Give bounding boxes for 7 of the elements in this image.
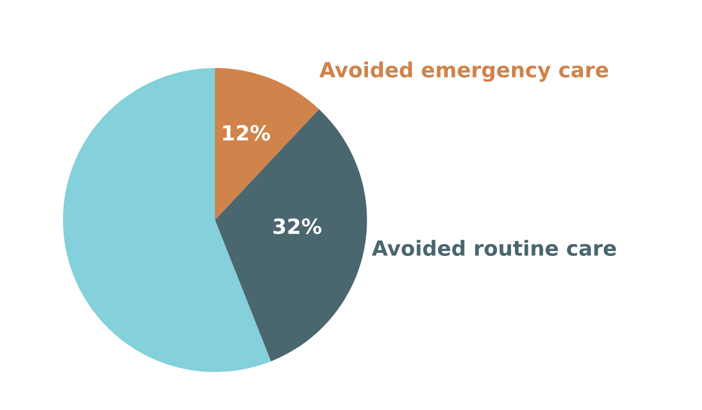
data-label: 12%: [223, 124, 270, 141]
pie-slice: [215, 68, 320, 220]
slice-label: Avoided emergency care: [319, 61, 608, 82]
pie-slice: [63, 68, 271, 372]
pie-slice: [215, 109, 367, 362]
data-label: 32%: [274, 218, 322, 234]
slice-label: Avoided routine care: [372, 240, 616, 256]
